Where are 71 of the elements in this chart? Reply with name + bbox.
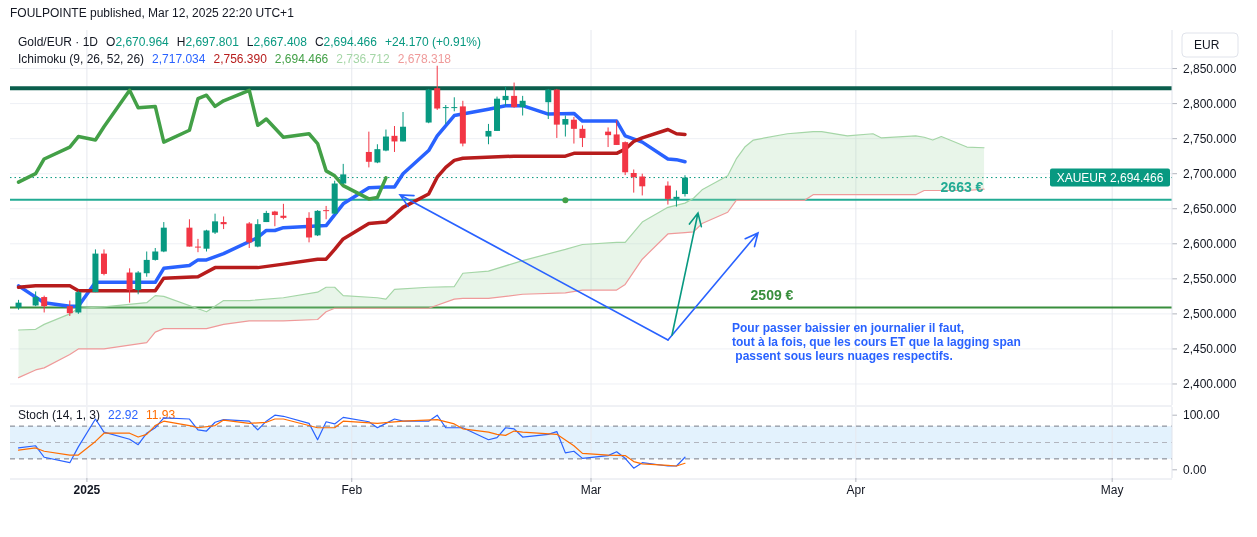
y-tick-label: 0.00: [1183, 463, 1207, 478]
candlestick: [254, 218, 261, 248]
candlestick: [100, 248, 107, 276]
annotation: +24.170 (+0.91%): [384, 35, 482, 49]
candlestick: [143, 251, 150, 278]
candlestick: [579, 124, 586, 148]
x-tick-label: 2025: [73, 483, 101, 497]
candlestick: [186, 218, 193, 248]
candlestick: [451, 96, 458, 112]
candlestick: [639, 173, 646, 196]
legend-title: Stoch (14, 1, 3): [18, 408, 101, 422]
candlestick: [519, 95, 526, 117]
y-tick-label: 2,700.000: [1183, 166, 1237, 181]
y-tick-label: 2,500.000: [1183, 307, 1237, 322]
legend-title: Ichimoku (9, 26, 52, 26): [18, 52, 145, 66]
candlestick: [323, 205, 330, 220]
ref-line-label: XAUEUR 2,694.466: [1056, 170, 1164, 185]
annotation: C2,694.466: [314, 35, 378, 49]
y-tick-label: 2,550.000: [1183, 272, 1237, 287]
candlestick: [135, 270, 142, 295]
candlestick: [126, 267, 133, 304]
annotation: 2,717.034: [152, 52, 206, 66]
candlestick: [374, 143, 381, 164]
y-tick-label: 2,400.000: [1183, 377, 1237, 392]
candlestick: [613, 119, 620, 146]
annotation: L2,667.408: [246, 35, 308, 49]
candlestick: [562, 115, 569, 138]
candlestick: [630, 168, 637, 194]
candlestick: [511, 82, 518, 109]
candlestick: [502, 86, 509, 107]
x-tick-label: May: [1100, 483, 1124, 497]
candlestick: [246, 221, 253, 249]
annotation: H2,697.801: [176, 35, 240, 49]
candlestick: [160, 221, 167, 253]
candlestick: [545, 88, 552, 120]
x-tick-label: Feb: [341, 483, 363, 497]
candlestick: [194, 238, 201, 253]
y-tick-label: 2,650.000: [1183, 201, 1237, 216]
candlestick: [442, 104, 449, 125]
y-tick-label: 2,750.000: [1183, 131, 1237, 146]
y-tick-label: 2,850.000: [1183, 61, 1237, 76]
y-tick-label: 100.00: [1183, 408, 1221, 423]
annotation: 2,736.712: [336, 52, 390, 66]
candlestick: [570, 116, 577, 145]
annotation: Pour passer baissier en journalier il faut, tout à la fois, que les cours ET que la lagging span passent sous leurs nuages respectifs.: [732, 321, 1021, 363]
candlestick: [664, 180, 671, 206]
candlestick: [485, 123, 492, 145]
y-axis-title: EUR: [1194, 38, 1220, 52]
ref-line-label: 2663 €: [940, 178, 984, 195]
text: Gold/EUR · 1D: [18, 35, 99, 49]
annotation: 22.92: [108, 408, 139, 422]
candlestick: [400, 111, 407, 142]
x-tick-label: Mar: [580, 483, 602, 497]
y-tick-label: 2,800.000: [1183, 96, 1237, 111]
line-series: [16, 88, 388, 201]
candlestick: [306, 211, 313, 243]
x-tick-label: Apr: [846, 483, 866, 497]
candlestick: [75, 290, 82, 315]
candlestick: [434, 65, 441, 111]
annotation: 2,694.466: [274, 52, 329, 66]
annotation: 11.93: [146, 408, 176, 422]
ref-line-label: 2509 €: [750, 286, 794, 303]
y-tick-label: 2,450.000: [1183, 342, 1237, 357]
annotation: 2,756.390: [213, 52, 268, 66]
candlestick: [365, 131, 372, 168]
y-tick-label: 2,600.000: [1183, 236, 1237, 251]
annotation: 2,678.318: [397, 52, 452, 66]
candlestick: [212, 213, 219, 235]
line-series: [16, 127, 687, 293]
annotation: O2,670.964: [106, 35, 170, 49]
text: FOULPOINTE published, Mar 12, 2025 22:20 UTC+1: [10, 6, 295, 20]
